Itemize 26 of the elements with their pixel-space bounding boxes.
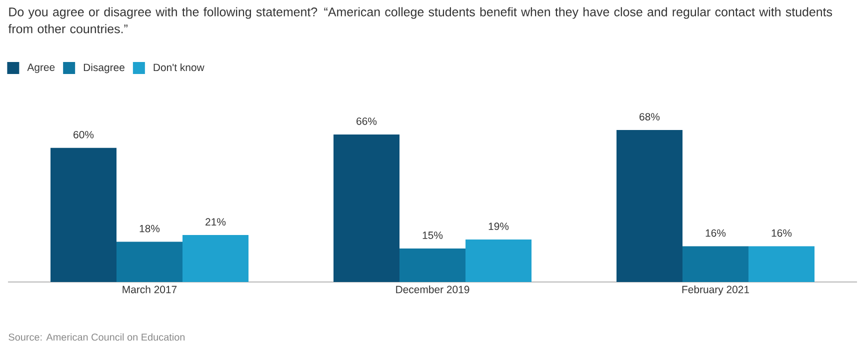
bar <box>400 248 466 282</box>
data-label: 16% <box>706 229 726 237</box>
chart-title: Do you agree or disagree with the following statement? “American college students benefit when they have close and regular contact with students from other countries.” <box>8 7 832 34</box>
bar <box>334 134 400 282</box>
legend-label: Disagree <box>84 63 124 74</box>
legend-label: Agree <box>27 64 55 74</box>
x-tick-label: March 2017 <box>122 286 177 294</box>
bar <box>116 242 182 282</box>
x-tick-label: December 2019 <box>396 286 470 294</box>
data-label: 66% <box>356 118 377 125</box>
x-tick-label: February 2021 <box>682 286 749 296</box>
bar <box>182 235 248 282</box>
data-label: 68% <box>640 113 660 120</box>
source-note: Source: American Council on Education <box>8 333 185 341</box>
data-label: 16% <box>772 229 792 237</box>
bar <box>50 148 116 282</box>
legend-label: Don't know <box>154 63 204 72</box>
data-label: 60% <box>74 130 94 138</box>
bar <box>748 246 815 282</box>
bar <box>682 246 749 282</box>
data-label: 19% <box>488 222 509 230</box>
bar <box>616 130 683 282</box>
data-label: 15% <box>422 232 443 239</box>
data-label: 21% <box>206 218 226 226</box>
data-label: 18% <box>140 224 160 232</box>
bar <box>466 240 532 282</box>
